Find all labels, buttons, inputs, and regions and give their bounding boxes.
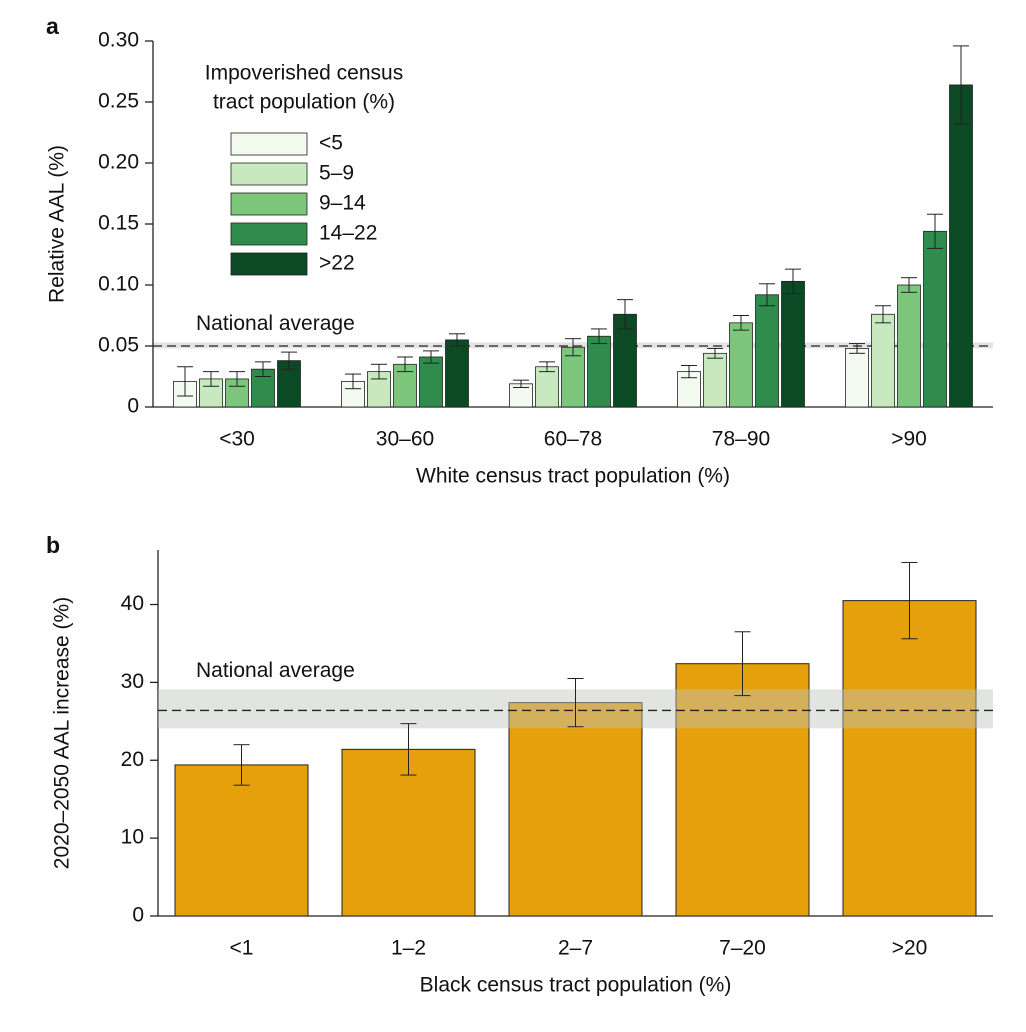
bar xyxy=(587,335,611,408)
bar xyxy=(341,748,476,917)
bar xyxy=(174,764,309,917)
x-tick-label: 1–2 xyxy=(391,937,426,960)
y-tick-label: 0.30 xyxy=(98,29,139,52)
x-tick-label: 30–60 xyxy=(376,428,434,451)
y-tick-label: 0.20 xyxy=(98,151,139,174)
bar xyxy=(675,663,810,917)
y-axis-title: Relative AAL (%) xyxy=(46,145,69,303)
y-tick-label: 0.25 xyxy=(98,90,139,113)
y-tick-label: 0.15 xyxy=(98,212,139,235)
bar xyxy=(508,702,643,917)
legend-label: 14–22 xyxy=(319,222,377,245)
x-tick-label: 60–78 xyxy=(544,428,602,451)
y-tick-label: 0.05 xyxy=(98,334,139,357)
y-tick-label: 10 xyxy=(121,826,144,849)
x-tick-label: >90 xyxy=(891,428,927,451)
national-average-label: National average xyxy=(196,312,355,335)
x-tick-label: 7–20 xyxy=(719,937,766,960)
bar xyxy=(781,280,805,408)
bar xyxy=(842,600,977,917)
legend-swatch xyxy=(230,222,308,246)
x-tick-label: <1 xyxy=(230,937,254,960)
x-tick-label: >20 xyxy=(892,937,928,960)
bar xyxy=(703,352,727,408)
legend-title: tract population (%) xyxy=(213,91,395,114)
x-tick-label: <30 xyxy=(219,428,255,451)
y-tick-label: 0.10 xyxy=(98,273,139,296)
x-axis-title: Black census tract population (%) xyxy=(420,974,732,997)
bar xyxy=(445,339,469,408)
bar xyxy=(419,356,443,408)
bar xyxy=(755,294,779,408)
legend-swatch xyxy=(230,252,308,276)
bar xyxy=(897,284,921,408)
y-tick-label: 40 xyxy=(121,592,144,615)
national-average-label: National average xyxy=(196,659,355,682)
x-tick-label: 2–7 xyxy=(558,937,593,960)
y-tick-label: 20 xyxy=(121,748,144,771)
bar xyxy=(949,84,973,408)
y-axis-title: 2020–2050 AAL increase (%) xyxy=(51,597,74,869)
bar xyxy=(923,230,947,408)
legend-title: Impoverished census xyxy=(205,62,403,85)
bar xyxy=(871,313,895,408)
bar xyxy=(535,366,559,408)
legend-swatch xyxy=(230,162,308,186)
panel-label: a xyxy=(46,13,59,39)
legend-swatch xyxy=(230,192,308,216)
legend-swatch xyxy=(230,132,308,156)
legend-label: >22 xyxy=(319,252,355,275)
x-tick-label: 78–90 xyxy=(712,428,770,451)
legend-label: 9–14 xyxy=(319,192,366,215)
x-axis-title: White census tract population (%) xyxy=(416,465,730,488)
y-tick-label: 30 xyxy=(121,670,144,693)
y-tick-label: 0 xyxy=(127,395,139,418)
panel-label: b xyxy=(46,532,60,558)
y-tick-label: 0 xyxy=(132,904,144,927)
bar xyxy=(845,348,869,408)
legend-label: 5–9 xyxy=(319,162,354,185)
legend-label: <5 xyxy=(319,132,343,155)
bar xyxy=(729,322,753,408)
